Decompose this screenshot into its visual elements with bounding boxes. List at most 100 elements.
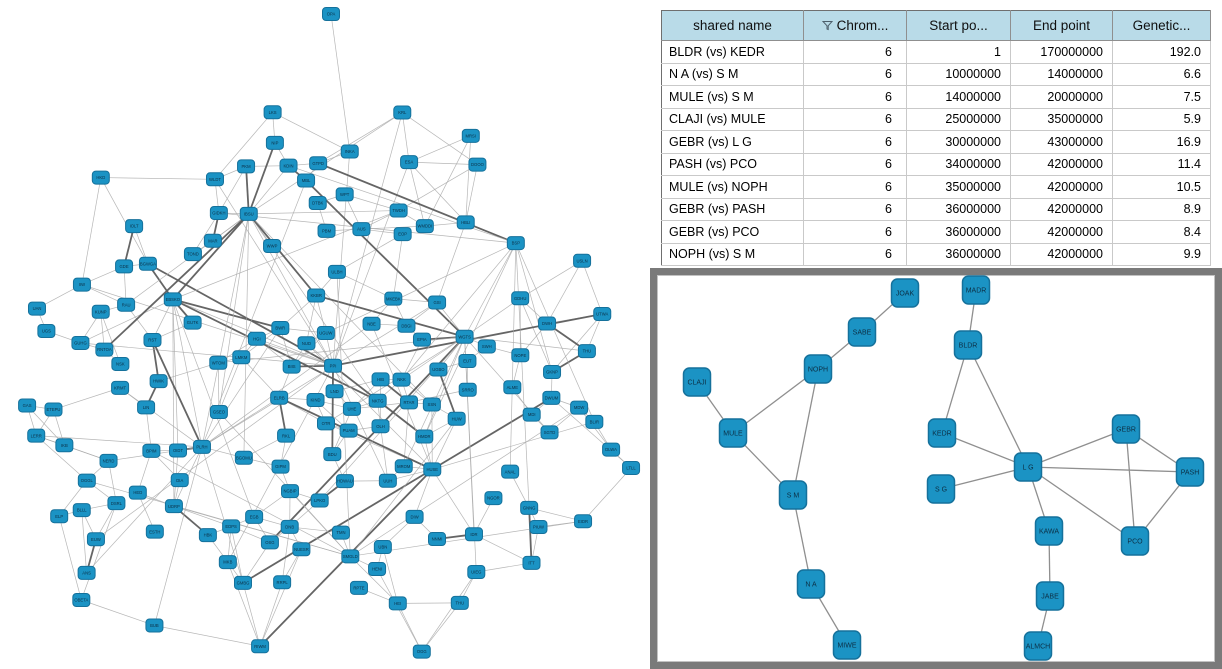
network-node[interactable]: UDRP — [164, 499, 183, 514]
table-row[interactable]: GEBR (vs) PASH 6 36000000 42000000 8.9 — [661, 198, 1211, 221]
subnetwork-edge[interactable] — [1027, 466, 1136, 542]
network-node[interactable]: SABE — [847, 317, 877, 347]
network-node[interactable]: HMDR — [415, 429, 434, 444]
network-node[interactable]: NNMI — [428, 532, 447, 547]
network-node[interactable]: PBM — [317, 223, 336, 238]
network-node[interactable]: NIP — [265, 135, 284, 150]
network-node[interactable]: NERD — [99, 453, 118, 468]
network-node[interactable]: S M — [778, 480, 808, 510]
network-node[interactable]: BUB — [145, 618, 164, 633]
large-network-panel[interactable]: NSK WMDDI TOND NERD UUH HGI ELP EGB GTPD PBM MKEBK… — [0, 0, 655, 669]
network-node[interactable]: KRL — [393, 105, 412, 120]
table-row[interactable]: N A (vs) S M 6 10000000 14000000 6.6 — [661, 63, 1211, 86]
network-node[interactable]: UBN — [373, 540, 392, 555]
table-row[interactable]: GEBR (vs) PCO 6 36000000 42000000 8.4 — [661, 220, 1211, 244]
column-header-2[interactable]: Start po... — [906, 10, 1011, 41]
network-node[interactable]: DBGI — [397, 318, 416, 333]
subnetwork-edge[interactable] — [1027, 428, 1127, 468]
network-node[interactable]: PASH — [1175, 457, 1205, 487]
network-node[interactable]: GIDKH — [209, 205, 228, 220]
network-node[interactable]: WTOM — [209, 355, 228, 370]
network-node[interactable]: EOP — [393, 227, 412, 242]
subnetwork-edge[interactable] — [1125, 428, 1136, 542]
network-node[interactable]: UTWA — [593, 307, 612, 322]
network-node[interactable]: RRPL — [273, 575, 292, 590]
network-node[interactable]: ELP — [50, 509, 69, 524]
network-node[interactable]: BDU — [323, 447, 342, 462]
table-cell[interactable]: 6 — [803, 40, 907, 64]
network-node[interactable]: KKBR — [307, 288, 326, 303]
network-node[interactable]: WPT — [335, 187, 354, 202]
network-node[interactable]: PIUW — [529, 519, 548, 534]
network-node[interactable]: ESTH — [145, 524, 164, 539]
network-node[interactable]: MBL — [297, 173, 316, 188]
network-node[interactable]: L G — [1013, 452, 1043, 482]
network-node[interactable]: NOPE — [511, 348, 530, 363]
network-node[interactable]: NBE — [362, 316, 381, 331]
table-cell[interactable]: 42000000 — [1010, 153, 1113, 176]
network-node[interactable]: OBETA — [72, 592, 91, 607]
network-node[interactable]: UGS — [37, 323, 56, 338]
network-node[interactable]: DOOO — [468, 157, 487, 172]
network-node[interactable]: EUW — [86, 532, 105, 547]
table-cell[interactable]: 34000000 — [906, 153, 1011, 176]
table-cell[interactable]: 14000000 — [906, 85, 1011, 109]
network-node[interactable]: RST — [143, 333, 162, 348]
network-node[interactable]: OIDT — [169, 443, 188, 458]
network-node[interactable]: THU — [450, 595, 469, 610]
attribute-table[interactable]: shared name Chrom... Start po... End point G… — [661, 10, 1211, 266]
network-node[interactable]: HED — [128, 485, 147, 500]
network-node[interactable]: DLWA — [602, 442, 621, 457]
table-cell[interactable]: 10000000 — [906, 63, 1011, 86]
network-node[interactable]: MRSI — [461, 128, 480, 143]
network-node[interactable]: KDIN — [279, 158, 298, 173]
network-node[interactable]: UHE — [342, 401, 361, 416]
table-cell[interactable]: 20000000 — [1010, 85, 1113, 109]
network-node[interactable]: OTR — [316, 416, 335, 431]
subnetwork-panel[interactable]: JOAK MADR SABE NOPH BLDR CLAJI MULE KEDR GEBR L G… — [650, 268, 1222, 669]
network-node[interactable]: IDR — [464, 527, 483, 542]
network-node[interactable]: LTLL — [622, 460, 641, 475]
table-cell[interactable]: 6 — [803, 175, 907, 199]
network-node[interactable]: RNTOA — [95, 342, 114, 357]
network-node[interactable]: RAU — [117, 297, 136, 312]
table-cell[interactable]: MULE (vs) NOPH — [661, 175, 804, 199]
network-node[interactable]: HDWAU — [335, 474, 354, 489]
subnetwork-canvas[interactable]: JOAK MADR SABE NOPH BLDR CLAJI MULE KEDR GEBR L G… — [657, 275, 1215, 662]
network-node[interactable]: RPTE — [349, 580, 368, 595]
network-node[interactable]: MDW — [570, 400, 589, 415]
network-node[interactable]: DSRL — [107, 496, 126, 511]
network-node[interactable]: MULE — [718, 418, 748, 448]
network-node[interactable]: HENI — [368, 562, 387, 577]
network-node[interactable]: NKK — [392, 372, 411, 387]
table-cell[interactable]: 6 — [803, 63, 907, 86]
network-node[interactable]: GEBR — [1111, 414, 1141, 444]
network-node[interactable]: LIN — [137, 400, 156, 415]
network-node[interactable]: KEDR — [927, 418, 957, 448]
network-node[interactable]: LERR — [27, 428, 46, 443]
network-node[interactable]: BLLL — [72, 503, 91, 518]
table-cell[interactable]: 16.9 — [1112, 130, 1211, 154]
subnetwork-edge[interactable] — [941, 432, 1029, 468]
table-cell[interactable]: 9.9 — [1112, 243, 1211, 266]
network-node[interactable]: HKD — [91, 170, 110, 185]
network-node[interactable]: N A — [796, 569, 826, 599]
network-node[interactable]: PUAM — [339, 423, 358, 438]
table-cell[interactable]: 35000000 — [1010, 108, 1113, 131]
network-node[interactable]: EUT — [458, 354, 477, 369]
filter-funnel-icon[interactable] — [821, 20, 833, 31]
network-node[interactable]: NGOR — [484, 491, 503, 506]
network-node[interactable]: OLH — [371, 419, 390, 434]
table-cell[interactable]: 42000000 — [1010, 175, 1113, 199]
network-node[interactable]: MKB — [218, 555, 237, 570]
network-node[interactable]: NSK — [111, 356, 130, 371]
network-node[interactable]: S G — [926, 474, 956, 504]
network-node[interactable]: DWH — [538, 316, 557, 331]
network-node[interactable]: ANS — [77, 565, 96, 580]
network-node[interactable]: OPA — [322, 7, 340, 21]
network-node[interactable]: DIA — [170, 473, 189, 488]
network-node[interactable]: BPIM — [142, 443, 161, 458]
column-header-4[interactable]: Genetic... — [1112, 10, 1211, 41]
network-node[interactable]: GTPD — [309, 156, 328, 171]
network-node[interactable]: DNB — [280, 519, 299, 534]
